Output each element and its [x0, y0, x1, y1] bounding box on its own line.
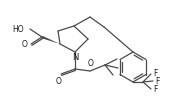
Text: F: F	[155, 77, 159, 86]
Text: N: N	[72, 52, 78, 61]
Text: F: F	[153, 85, 157, 93]
Polygon shape	[42, 36, 60, 44]
Text: HO: HO	[12, 24, 24, 33]
Text: F: F	[153, 69, 157, 79]
Text: O: O	[22, 40, 27, 49]
Text: O: O	[88, 59, 94, 68]
Text: O: O	[56, 77, 62, 86]
